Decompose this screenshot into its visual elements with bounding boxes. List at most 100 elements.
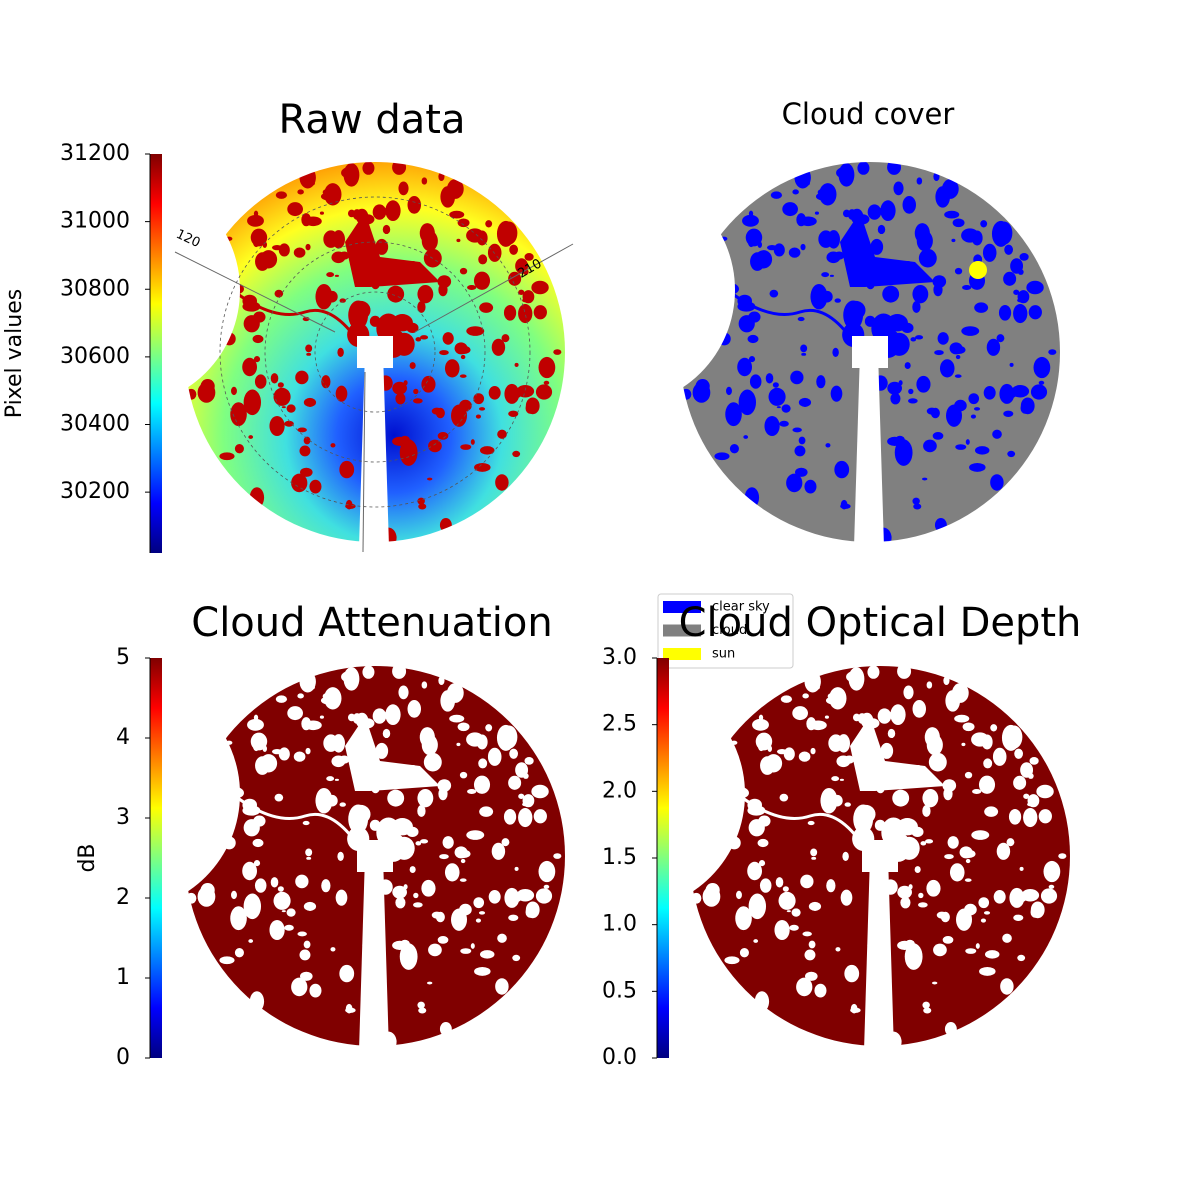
sky-blob — [262, 745, 268, 752]
sky-blob — [421, 177, 428, 185]
sky-blob — [840, 889, 853, 906]
sky-blob — [444, 863, 460, 882]
sky-blob — [1011, 385, 1030, 398]
sky-blob — [407, 700, 422, 718]
sky-blob — [509, 748, 518, 759]
colorbar-tick-label: 5 — [116, 645, 130, 670]
sky-blob — [347, 322, 370, 347]
sky-blob — [303, 397, 317, 407]
sky-blob — [308, 907, 313, 911]
sky-blob — [426, 477, 433, 481]
sky-blob — [798, 436, 806, 445]
sky-blob — [255, 252, 270, 271]
sky-blob — [904, 362, 911, 369]
sky-blob — [775, 877, 784, 888]
sky-blob — [939, 359, 955, 378]
sky-blob — [908, 398, 918, 404]
sky-blob — [247, 718, 264, 731]
sky-blob — [942, 779, 957, 792]
sky-blob — [274, 289, 284, 298]
sky-blob — [832, 347, 839, 357]
colorbar-tick-label: 30800 — [60, 276, 130, 301]
sky-blob — [297, 189, 304, 195]
legend-label: clear sky — [712, 600, 770, 615]
sky-blob — [759, 878, 772, 893]
sky-blob — [375, 238, 389, 255]
sky-blob — [509, 244, 518, 255]
sky-blob — [813, 907, 818, 911]
sky-blob — [908, 388, 914, 395]
sky-blob — [754, 991, 770, 1012]
sky-blob — [516, 385, 535, 398]
sky-blob — [270, 877, 279, 888]
sky-blob — [478, 911, 486, 915]
sky-blob — [842, 851, 849, 861]
sky-blob — [1026, 280, 1044, 295]
sky-blob — [730, 740, 738, 745]
sky-blob — [691, 892, 702, 904]
sky-blob — [474, 966, 491, 976]
sky-blob — [764, 415, 780, 437]
sky-blob — [974, 446, 990, 455]
sky-blob — [457, 722, 470, 732]
sky-blob — [449, 714, 465, 723]
sky-blob — [835, 947, 841, 952]
sky-blob — [852, 826, 875, 851]
sky-blob — [810, 283, 828, 310]
sky-blob — [800, 874, 814, 889]
sky-blob — [783, 747, 795, 761]
sky-blob — [795, 467, 808, 477]
sky-blob — [781, 404, 791, 413]
sky-blob — [345, 716, 440, 791]
sky-blob — [916, 177, 923, 185]
sky-blob — [278, 747, 290, 761]
sky-blob — [491, 842, 506, 860]
sky-blob — [348, 300, 369, 330]
sky-blob — [752, 718, 769, 731]
sky-blob — [301, 213, 312, 227]
sky-blob — [964, 771, 973, 779]
sky-blob — [843, 300, 864, 330]
sky-blob — [417, 805, 426, 817]
panel-title: Cloud Attenuation — [191, 600, 552, 646]
sky-blob — [962, 722, 975, 732]
sky-blob — [772, 382, 779, 388]
sky-blob — [882, 285, 900, 303]
sky-blob — [253, 238, 260, 248]
sky-blob — [252, 334, 264, 344]
sky-blob — [525, 402, 535, 414]
sky-blob — [419, 727, 435, 748]
sky-blob — [459, 374, 467, 378]
sky-blob — [459, 903, 472, 916]
sky-blob — [277, 886, 284, 892]
sky-blob — [1028, 305, 1042, 320]
sky-blob — [375, 742, 389, 759]
sky-blob — [473, 271, 491, 290]
colorbar-tick-label: 0.0 — [602, 1045, 637, 1070]
sky-blob — [1030, 906, 1040, 918]
legend-swatch — [663, 601, 701, 613]
sky-blob — [435, 407, 445, 419]
sky-blob — [916, 375, 931, 393]
sky-blob — [524, 757, 534, 765]
sky-blob — [330, 443, 336, 448]
legend-label: cloud — [712, 623, 747, 638]
sky-blob — [457, 218, 470, 228]
colorbar-tick-label: 31000 — [60, 209, 130, 234]
sky-blob — [876, 207, 882, 213]
sky-blob — [727, 836, 741, 850]
sky-blob — [720, 236, 728, 241]
sky-blob — [382, 224, 391, 235]
sky-blob — [466, 326, 485, 336]
sky-blob — [792, 427, 802, 433]
sky-blob — [887, 728, 896, 739]
sky-blob — [1023, 808, 1038, 828]
sky-blob — [770, 191, 783, 199]
sky-blob — [863, 521, 879, 535]
sky-blob — [951, 238, 956, 243]
sky-blob — [442, 836, 454, 849]
sky-blob — [347, 713, 356, 722]
sky-blob — [379, 1031, 397, 1053]
sky-blob — [842, 322, 865, 347]
sky-blob — [782, 886, 789, 892]
